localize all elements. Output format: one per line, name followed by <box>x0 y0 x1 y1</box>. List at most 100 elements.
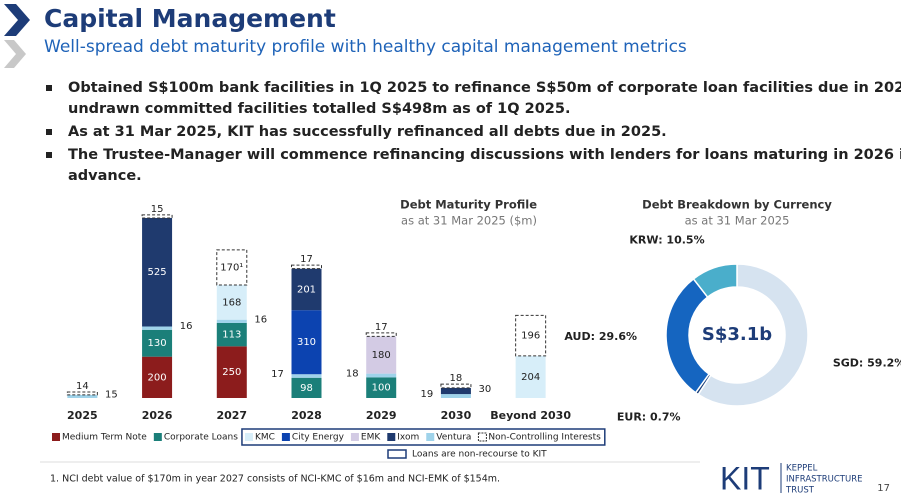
footnote: 1. NCI debt value of $170m in year 2027 … <box>50 474 500 485</box>
bullet-text: The Trustee-Manager will commence refina… <box>68 147 901 163</box>
bar-segment <box>66 391 98 396</box>
legend-label: Corporate Loans <box>164 433 238 443</box>
data-label: 17 <box>375 322 388 333</box>
pie-chart-title: Debt Breakdown by Currency <box>642 198 832 212</box>
x-tick-label: 2030 <box>441 409 472 422</box>
data-label: 16 <box>254 314 267 325</box>
legend-label: KMC <box>255 433 275 443</box>
bar-segment <box>515 355 546 398</box>
bar-segment <box>291 377 322 398</box>
slice-label: SGD: 59.2% <box>833 357 901 370</box>
bar-segment <box>216 346 247 398</box>
data-label: 15 <box>105 389 118 400</box>
x-tick-label: 2029 <box>366 409 397 422</box>
x-tick-label: 2028 <box>291 409 322 422</box>
legend-label: Ventura <box>436 433 471 443</box>
x-tick-label: 2026 <box>142 409 173 422</box>
bar-segment <box>365 332 397 337</box>
data-label: 204 <box>521 372 540 383</box>
bar-segment <box>216 322 247 347</box>
bar-segment <box>291 264 322 270</box>
bullet-marker <box>46 129 52 135</box>
data-label: 15 <box>151 204 164 215</box>
slice-label: KRW: 10.5% <box>629 233 704 246</box>
bullet-text: Obtained S$100m bank facilities in 1Q 20… <box>68 80 901 96</box>
bar-segment <box>142 326 173 330</box>
bar-segment <box>366 336 397 374</box>
center-label: S$3.1b <box>702 324 772 345</box>
legend-swatch <box>52 433 60 441</box>
data-label: 168 <box>222 297 241 308</box>
bar-segment <box>291 374 322 378</box>
legend-label: EMK <box>361 433 381 443</box>
data-label: 130 <box>148 338 167 349</box>
data-label: 201 <box>297 284 316 295</box>
bar-segment <box>515 314 547 357</box>
bar-segment <box>141 214 173 219</box>
non-recourse-box <box>241 428 606 446</box>
bar-segment <box>216 249 248 286</box>
bar-segment <box>440 394 471 398</box>
data-label: 14 <box>76 381 89 392</box>
bar-segment <box>291 310 322 375</box>
logo-name: INFRASTRUCTURE <box>786 475 862 485</box>
x-tick-label: Beyond 2030 <box>490 409 571 422</box>
data-label: 19 <box>421 389 434 400</box>
data-label: 113 <box>222 330 241 341</box>
bar-segment <box>291 268 322 311</box>
bar-chart: 15 14 2025 200 130 16 525 15 2026 250 113 16 168 170¹… <box>52 204 606 460</box>
legend-swatch <box>350 433 359 441</box>
page-number: 17 <box>877 483 890 494</box>
data-label: 196 <box>521 331 540 342</box>
bar-segment <box>67 394 98 398</box>
pie-chart: SGD: 59.2% EUR: 0.7% AUD: 29.6% KRW: 10.5% S… <box>564 233 901 423</box>
bar-segment <box>366 373 397 378</box>
legend-swatch <box>426 433 435 441</box>
data-label: 180 <box>372 350 391 361</box>
legend-label: Medium Term Note <box>62 433 147 443</box>
data-label: 200 <box>148 372 167 383</box>
bullet-text: advance. <box>68 168 142 184</box>
legend-swatch <box>387 433 396 441</box>
data-label: 18 <box>450 373 463 384</box>
data-label: 17 <box>271 369 284 380</box>
non-recourse-icon <box>387 449 407 459</box>
bar-chart-title: Debt Maturity Profile <box>400 198 537 212</box>
bar-segment <box>366 377 397 398</box>
bullet-text: As at 31 Mar 2025, KIT has successfully … <box>68 124 667 140</box>
bar-segment <box>216 284 247 320</box>
subtitle: Well-spread debt maturity profile with h… <box>44 37 687 57</box>
logo-name: KEPPEL <box>786 464 818 474</box>
bullet-text: undrawn committed facilities totalled S$… <box>68 101 571 117</box>
data-label: 170¹ <box>220 262 243 273</box>
legend-swatch <box>244 433 253 441</box>
legend-label: Ixom <box>397 433 419 443</box>
pie-chart-subtitle: as at 31 Mar 2025 <box>685 214 790 228</box>
data-label: 250 <box>222 367 241 378</box>
slice-label: EUR: 0.7% <box>617 411 681 424</box>
legend-swatch <box>281 433 290 441</box>
bar-segment <box>142 356 173 398</box>
legend-swatch <box>153 433 162 441</box>
title: Capital Management <box>44 4 336 33</box>
data-label: 16 <box>180 321 193 332</box>
legend-swatch <box>477 432 487 442</box>
data-label: 98 <box>300 383 313 394</box>
legend-label: City Energy <box>292 433 345 443</box>
non-recourse-note: Loans are non-recourse to KIT <box>412 450 547 460</box>
bar-segment <box>142 329 173 357</box>
bar-segment <box>142 217 173 327</box>
data-label: 17 <box>300 254 313 265</box>
bar-chart-subtitle: as at 31 Mar 2025 ($m) <box>401 214 537 228</box>
x-tick-label: 2025 <box>67 409 98 422</box>
logo-mark: KIT <box>720 460 770 496</box>
data-label: 310 <box>297 337 316 348</box>
bullets: Obtained S$100m bank facilities in 1Q 20… <box>46 80 901 184</box>
x-tick-label: 2027 <box>216 409 247 422</box>
bar-segment <box>440 383 472 389</box>
donut-slice <box>697 263 809 407</box>
bar-segment <box>216 319 247 323</box>
data-label: 100 <box>372 383 391 394</box>
data-label: 18 <box>346 368 359 379</box>
